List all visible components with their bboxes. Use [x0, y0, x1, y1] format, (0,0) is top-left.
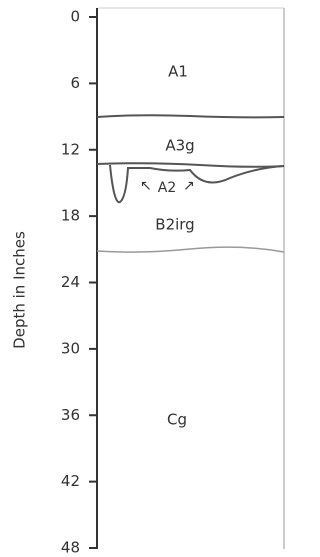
boundary-a3g-a2: [97, 163, 284, 167]
tick-label: 6: [70, 74, 80, 92]
arrow: ↖: [140, 178, 152, 194]
soil-profile: A1 A3g ↖ A2 ↗ B2irg Cg Depth in Inches 0…: [0, 0, 286, 557]
arrow: ↗: [183, 178, 195, 194]
tick-label: 18: [61, 207, 80, 225]
axis-label: Depth in Inches: [11, 231, 29, 349]
tick-label: 48: [61, 539, 80, 557]
horizon-label: Cg: [167, 411, 187, 429]
horizon-label: A1: [168, 63, 188, 81]
tick-label: 12: [61, 140, 80, 158]
horizon-label: B2irg: [155, 216, 194, 234]
horizon-label: A2: [158, 180, 176, 196]
horizon-label: A3g: [165, 137, 194, 155]
tick-label: 30: [61, 339, 80, 357]
a2-tongue: [110, 165, 284, 202]
tick-label: 0: [70, 8, 80, 26]
tick-label: 42: [61, 472, 80, 490]
boundary-b2irg-cg: [97, 247, 284, 252]
tick-label: 24: [61, 273, 80, 291]
tick-label: 36: [61, 406, 80, 424]
boundary-a1-a3g: [97, 115, 284, 117]
